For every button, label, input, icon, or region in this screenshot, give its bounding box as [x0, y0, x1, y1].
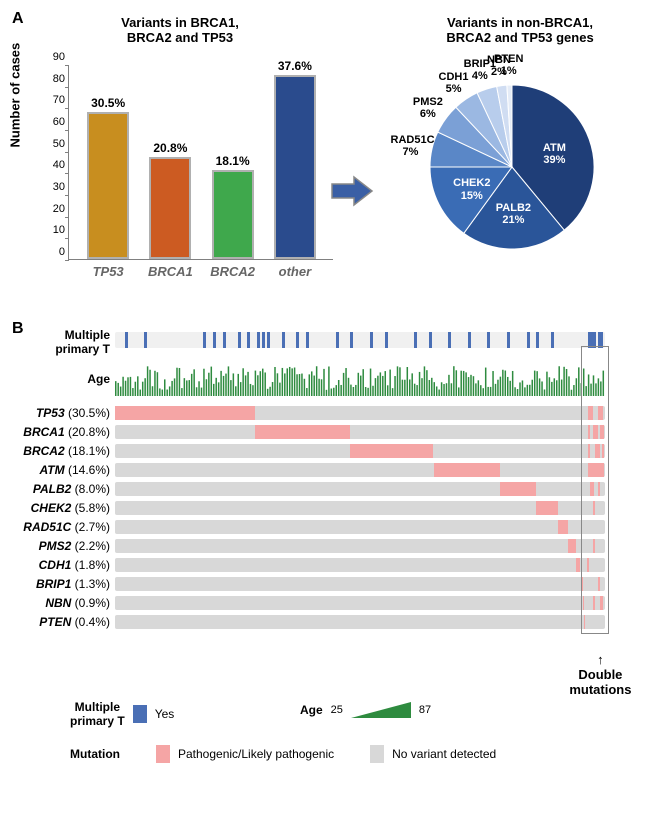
legend-mutation-label: Mutation [70, 747, 120, 761]
legend-age-max: 87 [419, 704, 431, 716]
legend-path-box [156, 745, 170, 763]
pie-title: Variants in non-BRCA1, BRCA2 and TP53 ge… [410, 15, 630, 45]
arrow-icon [330, 175, 374, 212]
double-mutations-box [581, 346, 609, 634]
double-mutations-label: ↑Doublemutations [565, 652, 635, 697]
legend-yes: Yes [155, 707, 175, 721]
pie-chart: Variants in non-BRCA1, BRCA2 and TP53 ge… [380, 30, 660, 280]
legend-age-label: Age [300, 703, 323, 717]
legend-novar-box [370, 745, 384, 763]
bar-plot-area: 0102030405060708090 30.5%20.8%18.1%37.6%… [68, 65, 333, 260]
legend-mpt: Multiple primary T Yes [70, 700, 174, 728]
legend-age-min: 25 [331, 704, 343, 716]
pie-wrap [430, 85, 594, 254]
legend-age: Age 25 87 [300, 700, 431, 720]
y-axis-label: Number of cases [8, 43, 23, 148]
legend-mpt-label: Multiple primary T [70, 700, 125, 728]
panel-b: B Multiple primary TAgeTP53 (30.5%)BRCA1… [10, 320, 652, 800]
x-labels: TP53BRCA1BRCA2other [69, 264, 334, 279]
legend-novar: No variant detected [392, 747, 496, 761]
bar-chart: Variants in BRCA1, BRCA2 and TP53 Number… [20, 30, 340, 260]
bars-area: 30.5%20.8%18.1%37.6% [69, 64, 334, 259]
panel-a: A Variants in BRCA1, BRCA2 and TP53 Numb… [10, 10, 652, 300]
legend-mpt-box [133, 705, 147, 723]
legend-mutation: Mutation Pathogenic/Likely pathogenic No… [70, 745, 496, 763]
y-ticks: 0102030405060708090 [41, 57, 65, 257]
age-triangle-icon [351, 700, 411, 720]
panel-a-label: A [12, 10, 24, 28]
legend-path: Pathogenic/Likely pathogenic [178, 747, 334, 761]
bar-title: Variants in BRCA1, BRCA2 and TP53 [80, 15, 280, 45]
